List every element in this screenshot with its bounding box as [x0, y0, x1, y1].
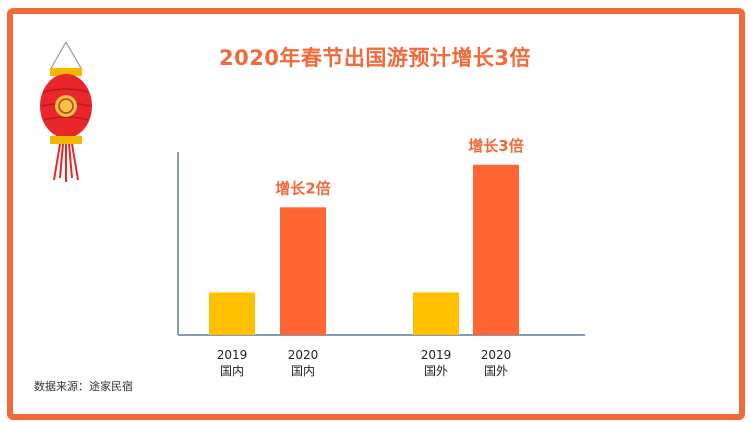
x-tick-year: 2019 — [217, 348, 248, 362]
bar-2020-domestic — [280, 207, 326, 335]
x-tick-label: 国内 — [220, 364, 244, 378]
x-tick-year: 2020 — [481, 348, 512, 362]
bar-2020-outbound — [473, 164, 519, 335]
bar-2019-domestic — [209, 292, 255, 335]
bar-2019-outbound — [413, 292, 459, 335]
chart-frame — [7, 8, 745, 420]
source-note: 数据来源：途家民宿 — [34, 380, 133, 393]
x-tick-label: 国外 — [484, 364, 508, 378]
x-tick-label: 国内 — [291, 364, 315, 378]
chart-title: 2020年春节出国游预计增长3倍 — [218, 46, 532, 70]
lantern-icon — [40, 42, 92, 182]
growth-annotation: 增长2倍 — [275, 179, 330, 197]
x-tick-label: 国外 — [424, 364, 448, 378]
growth-annotation: 增长3倍 — [468, 137, 523, 155]
x-tick-year: 2020 — [288, 348, 319, 362]
x-tick-year: 2019 — [421, 348, 452, 362]
